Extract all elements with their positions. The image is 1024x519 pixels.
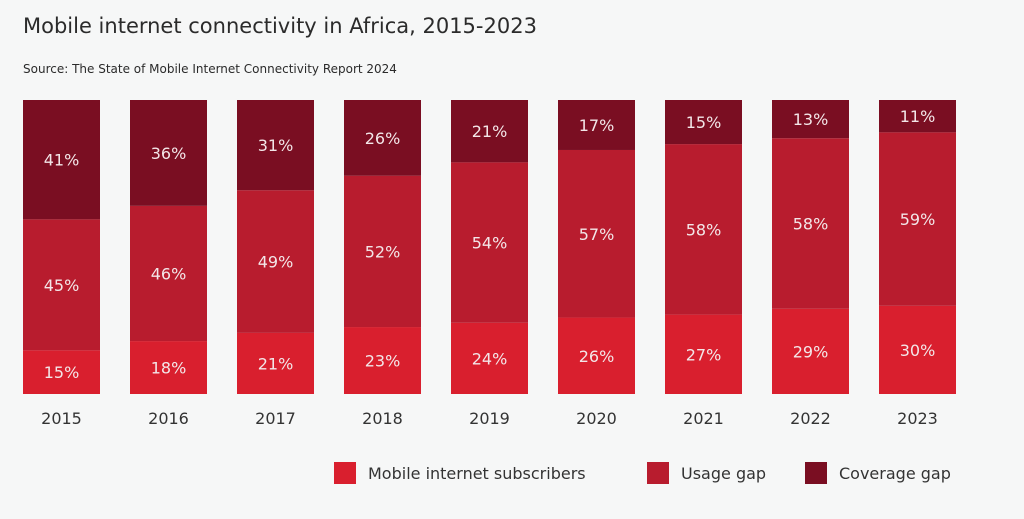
bar-segment xyxy=(130,205,207,342)
legend-swatch xyxy=(334,462,356,484)
x-tick-label: 2020 xyxy=(576,409,617,428)
data-label: 27% xyxy=(686,345,722,364)
data-label: 54% xyxy=(472,234,508,253)
bar-segment xyxy=(23,350,100,394)
bar-segment xyxy=(344,175,421,328)
data-label: 58% xyxy=(793,214,829,233)
x-tick-label: 2021 xyxy=(683,409,724,428)
x-tick-label: 2023 xyxy=(897,409,938,428)
data-label: 45% xyxy=(44,276,80,295)
bar-segment xyxy=(772,308,849,394)
bar-segment xyxy=(130,100,207,206)
legend-item-coverage-gap: Coverage gap xyxy=(805,462,951,484)
data-label: 21% xyxy=(472,122,508,141)
bar-segment xyxy=(879,132,956,306)
data-label: 18% xyxy=(151,359,187,378)
bar-segment xyxy=(772,100,849,139)
data-label: 49% xyxy=(258,253,294,272)
bar-segment xyxy=(23,100,100,220)
data-label: 15% xyxy=(686,113,722,132)
data-label: 26% xyxy=(579,347,615,366)
bar-segment xyxy=(879,305,956,394)
data-label: 15% xyxy=(44,363,80,382)
data-label: 52% xyxy=(365,242,401,261)
legend-label: Mobile internet subscribers xyxy=(368,463,586,483)
bar-segment xyxy=(451,162,528,323)
data-label: 29% xyxy=(793,342,829,361)
bar-segment xyxy=(665,144,742,315)
data-label: 59% xyxy=(900,210,936,229)
x-tick-label: 2019 xyxy=(469,409,510,428)
data-label: 21% xyxy=(258,354,294,373)
x-tick-label: 2018 xyxy=(362,409,403,428)
bar-segment xyxy=(130,341,207,394)
legend-item-usage-gap: Usage gap xyxy=(647,462,766,484)
data-label: 58% xyxy=(686,220,722,239)
data-label: 57% xyxy=(579,225,615,244)
bar-segment xyxy=(237,190,314,333)
legend-label: Usage gap xyxy=(681,463,767,483)
bar-segment xyxy=(665,314,742,394)
bar-segment xyxy=(558,149,635,318)
legend-swatch xyxy=(647,462,669,484)
bar-segment xyxy=(665,100,742,145)
data-label: 11% xyxy=(900,107,936,126)
chart-subtitle: Source: The State of Mobile Internet Con… xyxy=(23,62,397,76)
bar-segment xyxy=(558,100,635,150)
data-label: 23% xyxy=(365,352,401,371)
data-label: 41% xyxy=(44,151,80,170)
chart-title: Mobile internet connectivity in Africa, … xyxy=(23,14,537,38)
data-label: 26% xyxy=(365,129,401,148)
bar-segment xyxy=(237,332,314,394)
data-label: 13% xyxy=(793,110,829,129)
legend-swatch xyxy=(805,462,827,484)
bar-segment xyxy=(879,100,956,133)
data-label: 46% xyxy=(151,264,187,283)
bar-segment xyxy=(558,317,635,394)
bar-segment xyxy=(344,100,421,176)
data-label: 36% xyxy=(151,144,187,163)
bar-segment xyxy=(344,327,421,394)
x-tick-label: 2016 xyxy=(148,409,189,428)
legend-label: Coverage gap xyxy=(839,463,951,483)
data-label: 17% xyxy=(579,116,615,135)
legend-item-subscribers: Mobile internet subscribers xyxy=(334,462,586,484)
x-tick-label: 2017 xyxy=(255,409,296,428)
data-label: 24% xyxy=(472,349,508,368)
bar-segment xyxy=(23,219,100,351)
x-tick-label: 2015 xyxy=(41,409,82,428)
bar-segment xyxy=(451,322,528,394)
data-label: 30% xyxy=(900,341,936,360)
bar-segment xyxy=(451,100,528,163)
x-tick-label: 2022 xyxy=(790,409,831,428)
bar-segment xyxy=(772,138,849,309)
bar-segment xyxy=(237,100,314,191)
data-label: 31% xyxy=(258,136,294,155)
